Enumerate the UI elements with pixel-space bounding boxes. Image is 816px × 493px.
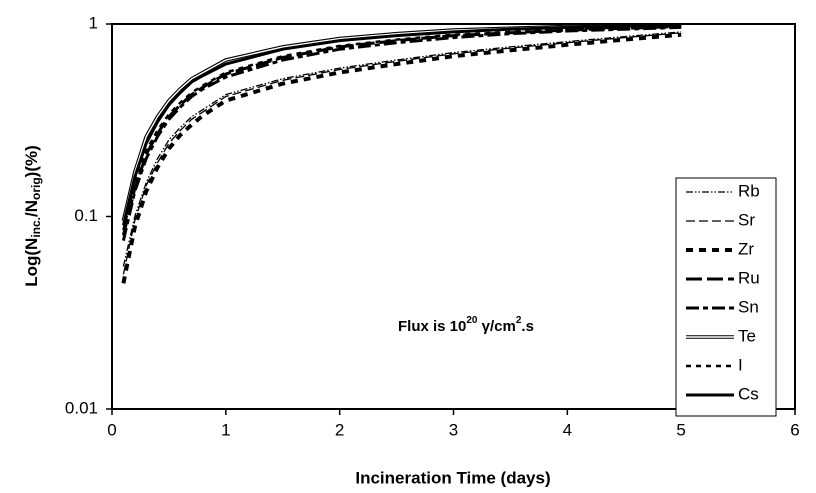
legend-label: Sn [738, 297, 759, 316]
y-label-part: )(%) [22, 145, 41, 177]
annotation-sup: 20 [466, 315, 478, 326]
series-line [121, 32, 682, 284]
x-tick-label: 0 [107, 420, 116, 439]
annotation-sup: 2 [516, 315, 522, 326]
x-tick-label: 5 [676, 420, 685, 439]
x-tick-label: 3 [449, 420, 458, 439]
plot-frame [111, 23, 796, 410]
x-tick-label: 1 [221, 420, 230, 439]
x-tick-label: 4 [563, 420, 572, 439]
annotation-part: Flux is 10 [398, 318, 466, 335]
series-line [122, 31, 682, 267]
legend-label: Ru [738, 268, 760, 287]
y-label-part: /N [22, 200, 41, 217]
y-label-sub: orig [29, 177, 43, 200]
x-axis-label: Incineration Time (days) [355, 468, 550, 487]
x-tick-label: 2 [335, 420, 344, 439]
legend-label: Rb [738, 181, 760, 200]
y-axis-label: Log(Ninc./Norig)(%) [22, 145, 43, 287]
y-label-sub: inc. [29, 217, 43, 238]
series-line-inner [122, 24, 682, 221]
legend-label: Te [738, 326, 756, 345]
y-tick-label: 0.1 [74, 206, 98, 225]
annotation-part: .s [521, 318, 534, 335]
annotation: Flux is 1020 γ/cm2.s [398, 315, 534, 335]
legend-label: Zr [738, 239, 754, 258]
series-line [122, 24, 682, 231]
series-line [121, 23, 682, 226]
legend-label: I [738, 355, 743, 374]
series-line [121, 25, 682, 241]
legend-label: Cs [738, 384, 759, 403]
legend-label: Sr [738, 210, 755, 229]
y-tick-label: 1 [89, 13, 98, 32]
y-tick-label: 0.01 [65, 398, 98, 417]
legend-box [675, 177, 777, 417]
annotation-part: γ/cm [478, 318, 516, 335]
series-line [121, 25, 682, 236]
y-label-part: Log(N [22, 238, 41, 287]
series-line [121, 23, 682, 222]
series-line [122, 32, 682, 275]
x-tick-label: 6 [790, 420, 799, 439]
